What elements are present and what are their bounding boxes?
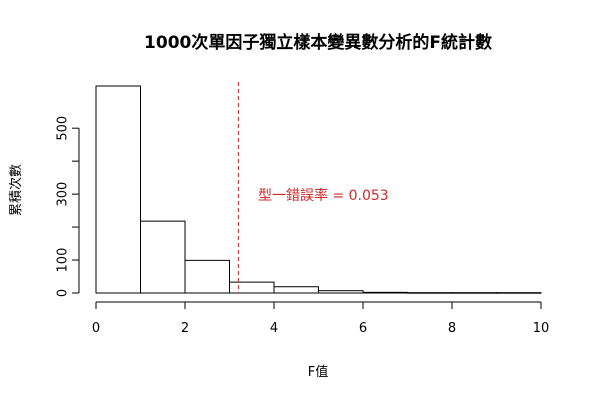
histogram-bar-0 [95,85,141,294]
y-tick-label-100: 100 [56,248,71,273]
x-tick-label-2: 2 [181,321,189,336]
x-tick-label-8: 8 [448,321,456,336]
x-tick-label-10: 10 [533,321,550,336]
y-tick-label-0: 0 [56,289,71,297]
x-tick-label-4: 4 [270,321,278,336]
bars-layer [95,85,542,294]
histogram-bar-2 [184,259,230,294]
histogram-bar-3 [229,281,275,294]
chart-title: 1000次單因子獨立樣本變異數分析的F統計數 [144,32,492,53]
histogram-bar-8 [451,292,497,294]
histogram-bar-4 [273,286,319,294]
type-one-error-annotation: 型一錯誤率 = 0.053 [258,187,389,204]
x-tick-label-6: 6 [359,321,367,336]
y-axis-label: 累積次數 [8,164,24,216]
y-axis: 0 100 300 500 [56,116,80,297]
histogram-bar-7 [407,292,453,294]
histogram-bar-9 [496,292,542,294]
y-tick-label-500: 500 [56,116,71,141]
histogram-bar-1 [140,220,186,294]
x-axis: 0 2 4 6 8 10 [92,301,550,336]
x-tick-label-0: 0 [92,321,100,336]
x-axis-label: F值 [308,364,328,380]
histogram-bar-6 [362,291,408,294]
y-tick-label-300: 300 [56,182,71,207]
histogram-bar-5 [318,290,364,294]
